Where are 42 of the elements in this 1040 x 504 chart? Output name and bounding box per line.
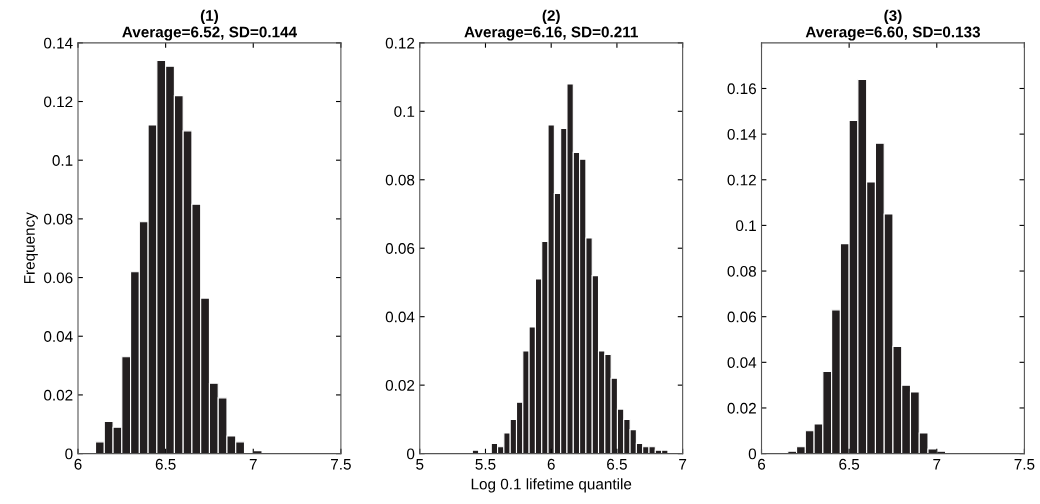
y-tick-label: 0.12 — [44, 96, 73, 108]
y-tick-label: 0 — [65, 448, 73, 460]
y-tick-label: 0.08 — [44, 213, 73, 225]
x-tick-label: 7 — [679, 459, 687, 470]
x-tick-label: 5 — [416, 459, 424, 470]
y-tick-label: 0.1 — [736, 220, 756, 232]
y-tick-label: 0 — [407, 448, 415, 460]
y-tick-label: 0.06 — [44, 272, 73, 284]
y-tick-label: 0.1 — [394, 106, 415, 117]
x-tick-label: 7.5 — [331, 459, 351, 470]
x-tick-label: 6 — [547, 458, 555, 470]
y-tick-label: 0.02 — [44, 389, 73, 401]
y-tick-label: 0.06 — [385, 243, 415, 254]
y-tick-label: 0.02 — [385, 380, 415, 391]
y-tick-label: 0.16 — [727, 83, 756, 95]
x-tick-label: 6.5 — [607, 458, 627, 470]
y-tick-label: 0.04 — [44, 331, 73, 342]
y-tick-label: 0.08 — [385, 174, 415, 186]
y-tick-label: 0.1 — [52, 155, 73, 166]
x-tick-label: 6.5 — [155, 458, 176, 470]
y-tick-label: 0.14 — [727, 128, 757, 140]
chart-title: (3) Average=6.60, SD=0.133 — [805, 9, 981, 41]
x-axis-title: Log 0.1 lifetime quantile — [471, 478, 632, 493]
y-tick-label: 0 — [748, 448, 757, 460]
y-tick-label: 0.04 — [385, 311, 415, 323]
y-tick-label: 0.12 — [727, 174, 756, 186]
x-tick-label: 5.5 — [475, 459, 496, 470]
y-tick-label: 0.12 — [385, 37, 415, 49]
x-tick-label: 6 — [74, 458, 82, 470]
y-tick-label: 0.14 — [44, 37, 73, 49]
x-tick-label: 6 — [758, 458, 766, 470]
x-tick-label: 7 — [933, 459, 941, 470]
y-tick-label: 0.04 — [727, 357, 757, 369]
y-tick-label: 0.06 — [727, 311, 756, 323]
y-axis-title: Frequency — [24, 212, 38, 284]
chart-title: (1) Average=6.52, SD=0.144 — [122, 9, 297, 41]
x-tick-label: 7.5 — [1014, 459, 1035, 470]
x-tick-label: 6.5 — [839, 458, 860, 470]
y-tick-label: 0.08 — [727, 265, 756, 277]
chart-title: (2) Average=6.16, SD=0.211 — [464, 9, 638, 41]
y-tick-label: 0.02 — [727, 402, 756, 414]
x-tick-label: 7 — [249, 459, 257, 470]
